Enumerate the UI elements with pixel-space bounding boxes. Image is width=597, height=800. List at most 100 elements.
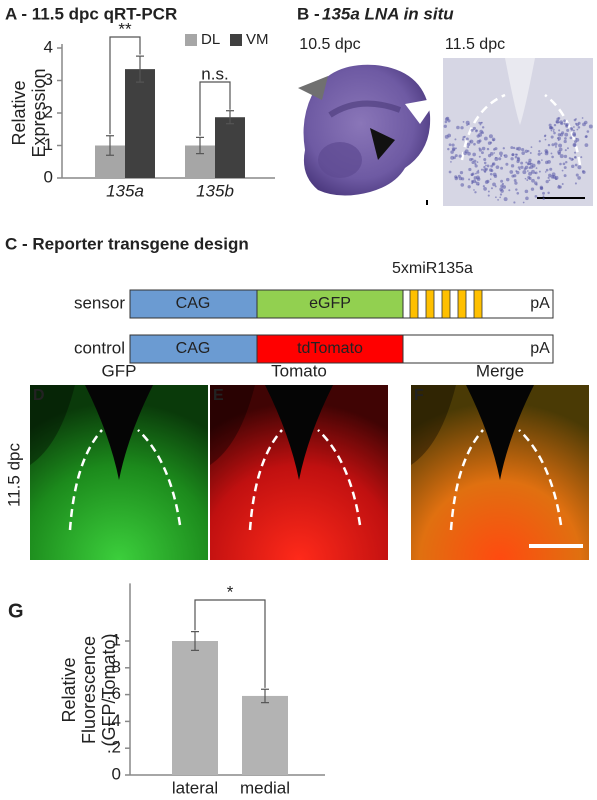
stain-dot <box>486 164 490 168</box>
target-site <box>441 289 451 319</box>
stain-dot <box>489 168 493 172</box>
stage-label: 11.5 dpc <box>4 443 23 507</box>
stain-dot <box>511 153 515 157</box>
stain-dot <box>555 121 559 124</box>
stain-dot <box>574 156 576 159</box>
stain-dot <box>503 154 508 159</box>
stain-dot <box>461 138 465 141</box>
stain-dot <box>516 157 521 162</box>
stain-dot <box>500 184 504 188</box>
y-axis-label: (GFP/Tomato) <box>99 633 119 746</box>
stain-dot <box>510 164 515 168</box>
stain-dot <box>510 157 514 161</box>
stain-dot <box>520 161 524 165</box>
stain-dot <box>534 194 538 198</box>
stain-dot <box>537 152 541 156</box>
stain-dot <box>551 155 554 159</box>
legend-label: DL <box>201 31 220 48</box>
stain-dot <box>548 173 552 178</box>
stain-dot <box>527 149 530 153</box>
boundary <box>317 429 362 526</box>
reporter-box <box>256 334 404 364</box>
y-tick-label: .2 <box>107 738 121 757</box>
stain-dot <box>465 137 469 141</box>
target-site <box>409 289 419 319</box>
y-tick-label: .8 <box>107 657 121 676</box>
stain-dot <box>548 179 551 182</box>
stain-dot <box>558 129 561 132</box>
stain-dot <box>524 149 529 154</box>
stain-dot <box>563 119 566 123</box>
stain-dot <box>571 164 575 169</box>
stain-dot <box>448 170 452 174</box>
stain-dot <box>518 168 521 171</box>
stain-dot <box>479 123 482 126</box>
stain-dot <box>551 143 555 147</box>
panel-c-title: C - Reporter transgene design <box>5 234 249 253</box>
stain-dot <box>565 123 569 127</box>
stain-dot <box>458 154 462 158</box>
stain-dot <box>548 123 552 127</box>
y-tick-label: 0 <box>44 167 53 186</box>
stain-dot <box>585 135 588 138</box>
x-tick-label: 135a <box>106 181 144 200</box>
stain-dot <box>552 130 555 132</box>
stain-dot <box>487 154 492 158</box>
stain-dot <box>517 146 522 151</box>
stain-dot <box>572 129 575 132</box>
stain-dot <box>547 191 550 195</box>
stain-dot <box>454 138 457 141</box>
stain-dot <box>582 170 586 174</box>
stain-dot <box>580 156 583 159</box>
stain-dot <box>521 148 525 152</box>
stain-dot <box>491 162 496 166</box>
stain-dot <box>447 119 451 123</box>
stain-dot <box>474 129 478 133</box>
stain-dot <box>451 143 455 147</box>
stain-dot <box>577 165 582 170</box>
stain-dot <box>515 188 518 191</box>
stain-dot <box>588 124 593 129</box>
stain-dot <box>544 138 547 141</box>
stain-dot <box>475 172 477 175</box>
x-tick-label: lateral <box>172 778 218 797</box>
stain-dot <box>508 189 511 192</box>
dark-zone <box>210 385 255 465</box>
stain-dot <box>487 141 492 145</box>
stain-dot <box>538 140 541 143</box>
stain-dot <box>495 196 497 199</box>
bar <box>172 641 218 775</box>
stain-dot <box>475 181 477 183</box>
stain-dot <box>466 124 468 127</box>
stain-dot <box>471 157 474 161</box>
stain-dot <box>558 143 563 148</box>
y-tick-label: 4 <box>44 37 53 56</box>
stain-dot <box>463 151 467 156</box>
stain-dot <box>474 191 477 194</box>
y-tick-label: .6 <box>107 684 121 703</box>
stain-dot <box>542 197 545 201</box>
stain-dot <box>563 174 567 178</box>
stain-dot <box>528 171 533 176</box>
stain-dot <box>534 172 536 174</box>
stain-dot <box>520 165 524 169</box>
boundary <box>518 429 563 526</box>
stain-dot <box>462 120 465 123</box>
ventricle <box>85 385 153 480</box>
stain-dot <box>584 143 589 147</box>
channel-label: Merge <box>476 361 524 380</box>
stain-dot <box>456 125 460 130</box>
stain-dot <box>563 154 568 159</box>
fluorescence-image <box>411 385 589 560</box>
stain-dot <box>493 152 496 154</box>
stain-dot <box>559 162 562 166</box>
stain-dot <box>478 121 481 124</box>
stain-dot <box>465 120 470 125</box>
stain-dot <box>459 170 464 175</box>
reporter-box <box>256 289 404 319</box>
error-bar <box>261 688 269 704</box>
y-tick-label: 1 <box>44 135 53 154</box>
stain-dot <box>572 133 576 137</box>
target-site <box>473 289 483 319</box>
significance-label: * <box>227 582 234 601</box>
